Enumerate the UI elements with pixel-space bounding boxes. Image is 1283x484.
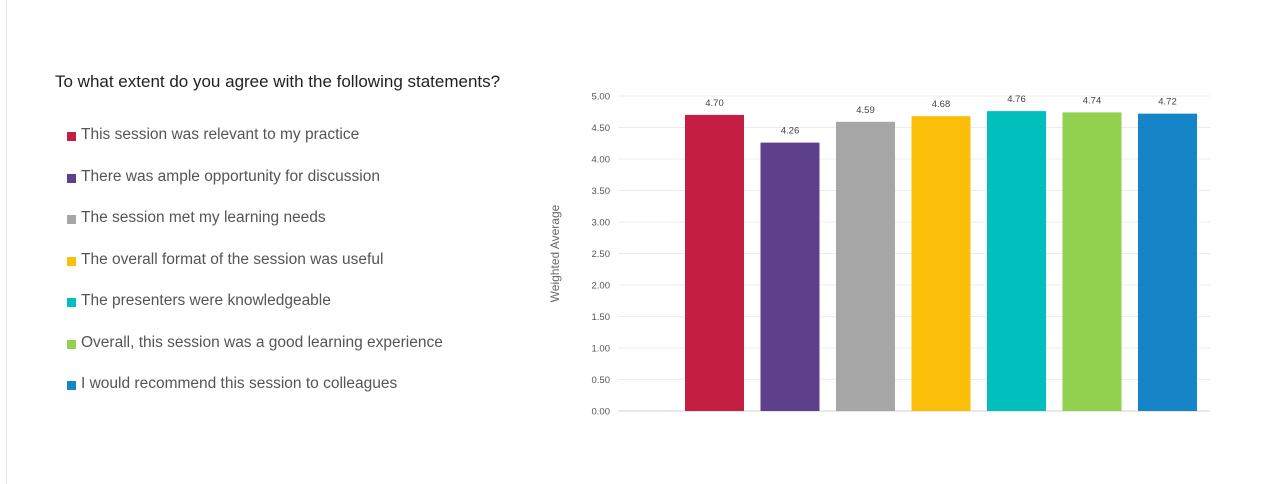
y-tick-label: 4.00 <box>592 155 611 166</box>
y-tick-label: 0.00 <box>592 407 611 418</box>
legend-swatch <box>67 339 76 349</box>
y-tick-label: 1.50 <box>592 312 611 323</box>
data-label: 4.72 <box>1158 97 1177 108</box>
legend-label: The session met my learning needs <box>81 209 326 226</box>
legend-swatch <box>67 132 76 141</box>
bar <box>685 114 744 412</box>
y-tick-label: 0.50 <box>592 375 611 386</box>
legend-item: Overall, this session was a good learnin… <box>67 334 443 376</box>
data-label: 4.68 <box>932 99 951 110</box>
legend-label: Overall, this session was a good learnin… <box>81 333 443 351</box>
chart-legend: This session was relevant to my practice… <box>67 126 443 417</box>
legend-swatch <box>67 256 76 266</box>
y-tick-label: 2.50 <box>592 249 611 260</box>
data-label: 4.74 <box>1083 95 1102 106</box>
legend-item: There was ample opportunity for discussi… <box>67 168 443 210</box>
legend-item: I would recommend this session to collea… <box>67 375 443 417</box>
legend-item: This session was relevant to my practice <box>67 126 443 168</box>
bar <box>987 111 1046 412</box>
legend-swatch <box>67 173 76 183</box>
legend-item: The overall format of the session was us… <box>67 251 443 293</box>
bar <box>760 142 820 411</box>
data-label: 4.26 <box>781 126 800 137</box>
legend-label: The overall format of the session was us… <box>81 250 384 268</box>
legend-label: This session was relevant to my practice <box>81 126 360 143</box>
y-tick-label: 2.00 <box>592 281 611 292</box>
question-title: To what extent do you agree with the fol… <box>55 72 501 91</box>
legend-item: The presenters were knowledgeable <box>67 292 443 334</box>
y-tick-label: 3.00 <box>592 218 611 229</box>
legend-item: The session met my learning needs <box>67 209 443 251</box>
y-tick-label: 3.50 <box>592 186 611 197</box>
data-label: 4.76 <box>1007 94 1026 105</box>
bar-chart: 0.00 0.50 1.00 1.50 2.00 2.50 3.00 3.50 4.00 4.50… <box>548 92 1210 418</box>
legend-label: The presenters were knowledgeable <box>81 292 331 309</box>
y-axis-label: Weighted Average <box>548 204 562 302</box>
legend-label: I would recommend this session to collea… <box>81 375 398 392</box>
bar <box>911 116 971 411</box>
data-label: 4.70 <box>705 98 724 109</box>
y-tick-label: 1.00 <box>592 344 611 355</box>
legend-swatch <box>67 298 76 307</box>
legend-swatch <box>67 215 76 224</box>
bar <box>836 121 895 411</box>
bar <box>1062 112 1122 411</box>
legend-swatch <box>67 381 76 390</box>
bar <box>1138 113 1197 411</box>
y-tick-label: 5.00 <box>592 92 611 103</box>
legend-label: There was ample opportunity for discussi… <box>81 167 380 185</box>
y-tick-label: 4.50 <box>592 123 611 134</box>
panel-divider <box>6 0 7 484</box>
data-label: 4.59 <box>856 105 875 116</box>
